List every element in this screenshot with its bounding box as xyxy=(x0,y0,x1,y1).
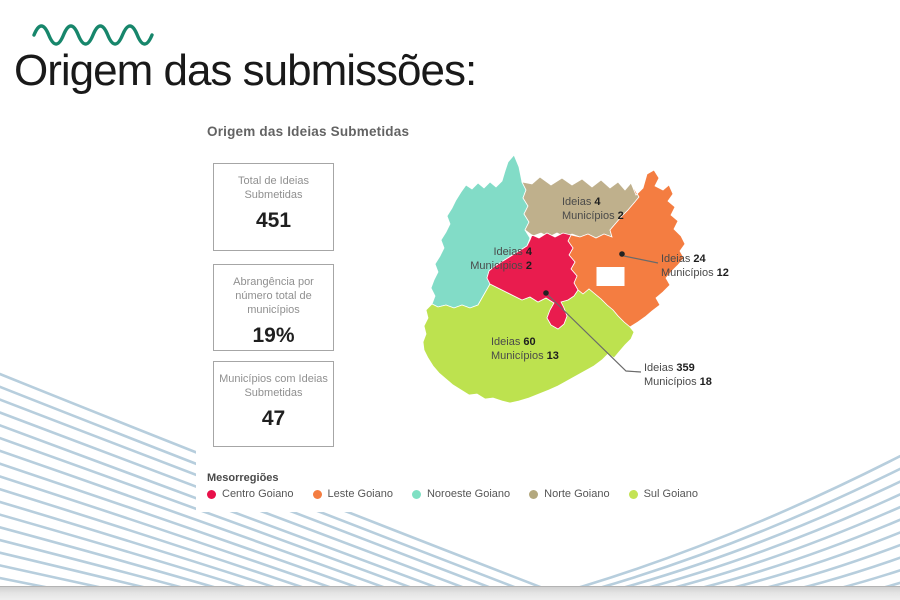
label-word-municipios: Municípios xyxy=(470,260,523,272)
bottom-bar xyxy=(0,586,900,600)
label-word-municipios: Municípios xyxy=(644,376,697,388)
kpi-value: 19% xyxy=(252,324,295,347)
legend-item-leste-goiano: Leste Goiano xyxy=(312,488,393,500)
map-label-leste-goiano: Ideias 24 Municípios 12 xyxy=(661,252,729,280)
legend-label: Centro Goiano xyxy=(222,488,294,500)
label-word-ideias: Ideias xyxy=(491,336,521,348)
kpi-label: Total de Ideias Submetidas xyxy=(238,175,309,201)
legend-title: Mesorregiões xyxy=(207,472,279,484)
page-title: Origem das submissões: xyxy=(14,46,477,95)
callout-dot-leste xyxy=(619,251,625,257)
brand-wave-logo xyxy=(32,24,154,46)
label-value-ideias: 4 xyxy=(594,196,601,208)
legend-dot xyxy=(411,489,421,499)
legend-item-noroeste-goiano: Noroeste Goiano xyxy=(411,488,511,500)
map-label-noroeste-goiano: Ideias 4 Municípios 2 xyxy=(452,245,532,273)
kpi-label: Abrangência por número total de municípi… xyxy=(233,276,314,316)
legend-dot xyxy=(628,489,638,499)
label-word-ideias: Ideias xyxy=(644,362,674,374)
kpi-value: 451 xyxy=(255,209,292,232)
label-value-ideias: 4 xyxy=(525,246,532,258)
legend: Centro Goiano Leste Goiano Noroeste Goia… xyxy=(207,488,698,500)
callout-dot-centro xyxy=(543,290,549,296)
chart-title: Origem das Ideias Submetidas xyxy=(207,124,410,139)
label-value-municipios: 18 xyxy=(699,376,712,388)
label-word-municipios: Municípios xyxy=(491,350,544,362)
label-word-ideias: Ideias xyxy=(493,246,523,258)
kpi-value: 47 xyxy=(261,407,286,430)
map-region-centro-goiano xyxy=(486,232,579,330)
label-word-municipios: Municípios xyxy=(562,210,615,222)
brand-wave-path xyxy=(32,24,154,46)
legend-item-norte-goiano: Norte Goiano xyxy=(529,488,610,500)
label-value-municipios: 12 xyxy=(716,267,729,279)
goias-map xyxy=(422,154,686,404)
label-word-ideias: Ideias xyxy=(562,196,592,208)
legend-dot xyxy=(529,489,539,499)
callout-line-leste xyxy=(623,255,659,264)
legend-item-sul-goiano: Sul Goiano xyxy=(628,488,699,500)
kpi-card-abrangencia: Abrangência por número total de municípi… xyxy=(213,264,334,351)
label-value-ideias: 359 xyxy=(676,362,695,374)
map-df-cutout xyxy=(596,267,625,286)
label-value-municipios: 2 xyxy=(617,210,624,222)
kpi-card-total-ideias: Total de Ideias Submetidas 451 xyxy=(213,163,334,251)
label-word-ideias: Ideias xyxy=(661,253,691,265)
label-value-ideias: 60 xyxy=(523,336,536,348)
map-visual: Origem das Ideias Submetidas Total de Id… xyxy=(196,116,750,512)
map-label-sul-goiano: Ideias 60 Municípios 13 xyxy=(491,335,559,363)
callout-line-centro xyxy=(547,294,642,373)
kpi-label: Municípios com Ideias Submetidas xyxy=(219,373,328,399)
legend-dot xyxy=(312,489,322,499)
legend-item-centro-goiano: Centro Goiano xyxy=(207,488,294,500)
label-value-municipios: 13 xyxy=(546,350,559,362)
label-value-ideias: 24 xyxy=(693,253,706,265)
map-label-centro-goiano: Ideias 359 Municípios 18 xyxy=(644,361,712,389)
legend-label: Leste Goiano xyxy=(327,488,393,500)
label-word-municipios: Municípios xyxy=(661,267,714,279)
kpi-card-municipios: Municípios com Ideias Submetidas 47 xyxy=(213,361,334,447)
label-value-municipios: 2 xyxy=(525,260,532,272)
legend-label: Sul Goiano xyxy=(643,488,699,500)
legend-label: Noroeste Goiano xyxy=(426,488,511,500)
legend-label: Norte Goiano xyxy=(544,488,610,500)
legend-dot xyxy=(207,489,216,499)
map-label-norte-goiano: Ideias 4 Municípios 2 xyxy=(562,195,624,223)
